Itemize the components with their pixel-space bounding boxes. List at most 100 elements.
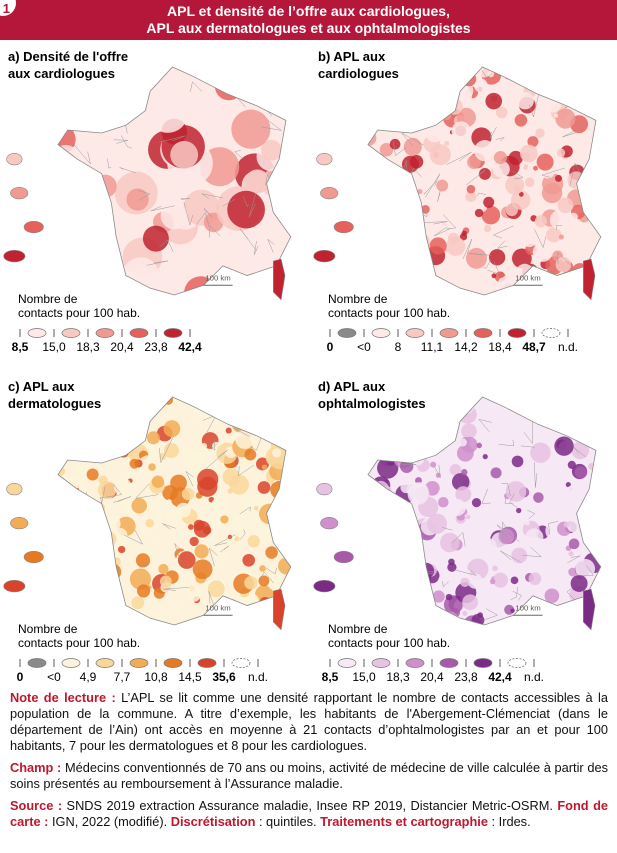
- legend-title: contacts pour 100 hab.: [328, 306, 450, 320]
- map-area: [406, 281, 415, 289]
- overseas-territory: [320, 516, 339, 530]
- map-area: [377, 237, 399, 259]
- map-area: [276, 511, 285, 520]
- map-area: [370, 271, 391, 292]
- legend-swatch: [95, 658, 115, 668]
- boundary: [113, 139, 129, 144]
- boundary: [146, 260, 169, 266]
- map-area: [407, 414, 415, 422]
- map-area: [465, 514, 471, 520]
- note-text: SNDS 2019 extraction Assurance maladie, …: [62, 798, 558, 813]
- boundary: [190, 81, 203, 92]
- map-area: [461, 230, 468, 237]
- map-area: [440, 201, 448, 209]
- map-area: [58, 555, 71, 571]
- map-area: [379, 143, 394, 157]
- map-area: [279, 494, 291, 514]
- note: Source : SNDS 2019 extraction Assurance …: [10, 798, 608, 830]
- map-area: [593, 289, 599, 295]
- map-area: [537, 404, 551, 418]
- map-area: [568, 538, 580, 550]
- map-area: [511, 248, 532, 269]
- map-area: [369, 574, 388, 593]
- map-area: [486, 398, 503, 415]
- map-area: [555, 108, 576, 129]
- map-area: [377, 545, 390, 558]
- france-outline: [367, 396, 602, 626]
- map-area: [374, 273, 395, 294]
- map-area: [368, 494, 382, 513]
- legend-title: contacts pour 100 hab.: [328, 636, 450, 650]
- map-area: [374, 281, 384, 291]
- map-area: [83, 566, 96, 579]
- map-area: [181, 487, 195, 501]
- scale-label: 100 km: [515, 273, 540, 282]
- map-area: [249, 612, 268, 625]
- boundary: [109, 397, 133, 416]
- title-bar: 1 APL et densité de l’offre aux cardiolo…: [0, 0, 617, 40]
- map-area: [442, 410, 453, 421]
- boundary: [567, 555, 581, 564]
- map-area: [462, 594, 479, 611]
- map-area: [368, 129, 377, 147]
- map-area: [493, 84, 506, 96]
- map-area: [405, 555, 417, 567]
- map-area: [97, 480, 117, 500]
- boundary: [496, 240, 508, 249]
- map-area: [556, 148, 566, 157]
- map-area: [278, 557, 291, 575]
- map-area: [58, 88, 83, 130]
- map-area: [136, 400, 144, 408]
- map-area: [551, 412, 564, 425]
- legend-label: 14,2: [454, 340, 478, 354]
- boundary: [260, 119, 282, 131]
- map-area: [458, 438, 467, 447]
- map-label: cardiologues: [318, 66, 399, 81]
- boundary: [392, 243, 407, 264]
- map-area: [369, 193, 386, 209]
- map-area: [448, 558, 455, 566]
- map-area: [147, 500, 160, 513]
- boundary: [201, 193, 223, 199]
- map-area: [389, 603, 410, 624]
- legend-label: 42,4: [488, 670, 512, 684]
- map-area: [491, 273, 497, 279]
- legend-label: <0: [47, 670, 61, 684]
- note-text: : quintiles.: [255, 814, 321, 829]
- map-area: [368, 196, 387, 218]
- boundary: [135, 483, 159, 499]
- map-label: dermatologues: [8, 396, 101, 411]
- map-area: [510, 608, 515, 613]
- map-area: [283, 515, 291, 525]
- map-area: [108, 591, 122, 605]
- map-area: [467, 573, 483, 589]
- boundary: [453, 567, 477, 576]
- map-area: [591, 67, 598, 73]
- map-area: [429, 212, 449, 232]
- map-area: [454, 397, 475, 415]
- map-area: [192, 454, 199, 460]
- boundary: [250, 438, 262, 451]
- map-area: [137, 455, 160, 477]
- map-area: [439, 532, 460, 553]
- map-area: [534, 215, 548, 228]
- map-area: [554, 436, 574, 456]
- map-area: [242, 553, 256, 567]
- map-area: [387, 181, 399, 193]
- note-label: Traitements et cartographie: [320, 814, 488, 829]
- map-area: [461, 423, 477, 439]
- map-area: [385, 201, 402, 219]
- boundary: [87, 106, 99, 119]
- map-area: [370, 489, 391, 510]
- map-area: [419, 609, 435, 625]
- boundary: [469, 253, 492, 256]
- legend-title: Nombre de: [18, 622, 78, 636]
- map-area: [383, 440, 402, 460]
- map-area: [490, 467, 502, 479]
- map-area: [225, 427, 232, 434]
- boundary: [442, 527, 453, 531]
- map-area: [555, 468, 566, 479]
- boundary: [395, 217, 410, 237]
- map-area: [253, 505, 259, 511]
- map-area: [570, 397, 590, 417]
